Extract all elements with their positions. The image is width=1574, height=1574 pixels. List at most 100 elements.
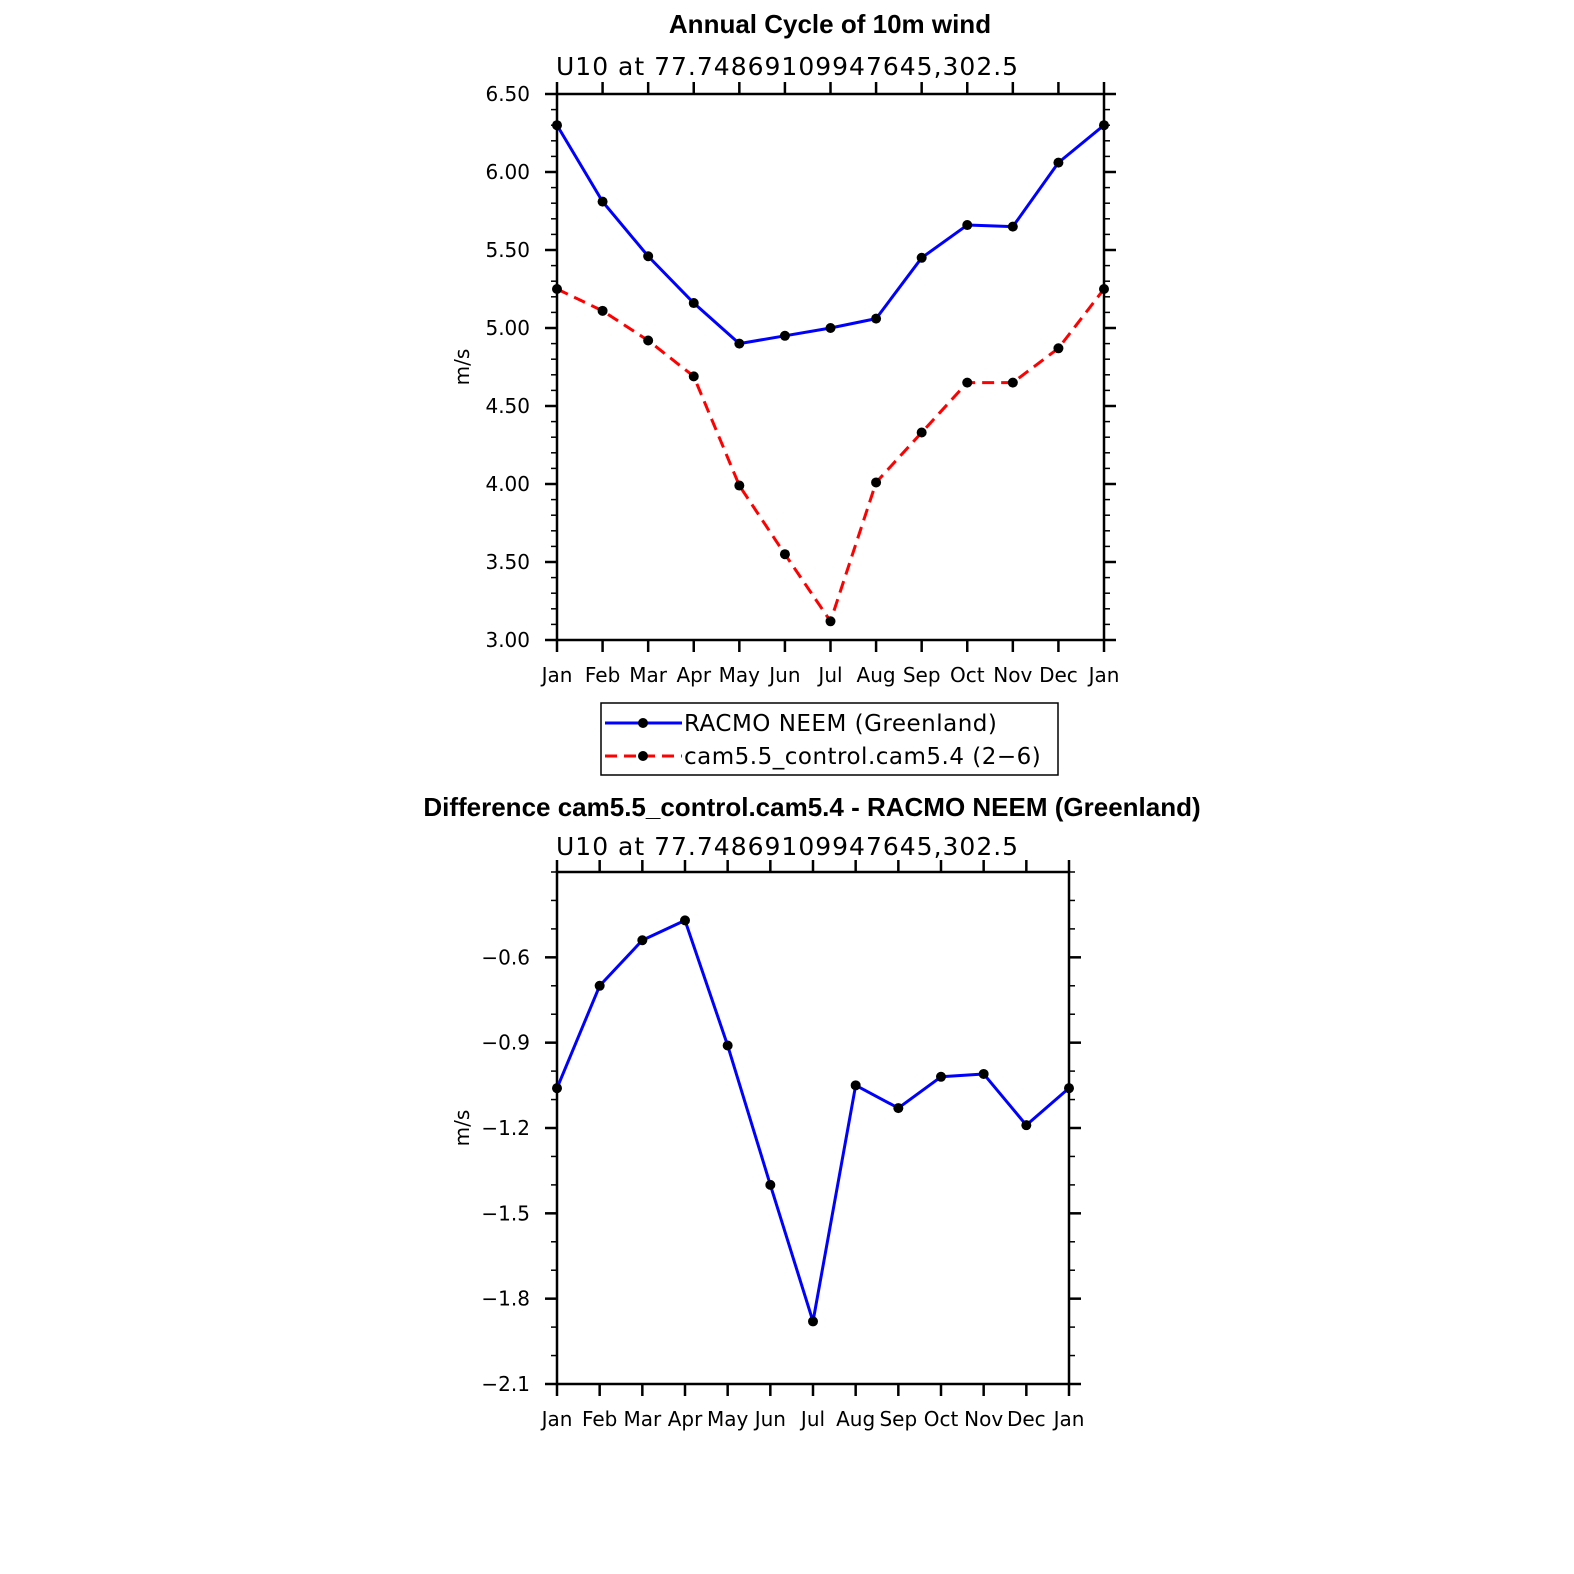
data-point (734, 480, 745, 491)
data-point (552, 120, 562, 131)
data-point (597, 305, 608, 316)
data-point (962, 377, 973, 388)
x-tick-label: Mar (629, 663, 668, 687)
x-tick-label: Jul (799, 1407, 825, 1431)
data-point (688, 371, 699, 382)
data-point (779, 330, 790, 341)
legend-label-cam: cam5.5_control.cam5.4 (2−6) (684, 744, 1041, 770)
annual-cycle-chart: Annual Cycle of 10m wind U10 at 77.74869… (450, 9, 1119, 687)
x-tick-label: Dec (1039, 663, 1078, 687)
legend-marker-cam (638, 751, 648, 761)
x-tick-label: Feb (582, 1407, 617, 1431)
chart-subtitle: U10 at 77.74869109947645,302.5 (556, 832, 1019, 861)
plot-frame (555, 92, 1106, 642)
y-tick-label: −0.6 (481, 945, 530, 969)
series-layer (552, 120, 1109, 627)
x-tick-label: Apr (668, 1407, 703, 1431)
y-tick-label: −1.2 (481, 1116, 530, 1140)
x-tick-label: Aug (836, 1407, 875, 1431)
x-tick-label: Mar (623, 1407, 662, 1431)
x-tick-label: Aug (857, 663, 896, 687)
y-tick-label: 6.50 (485, 82, 530, 106)
chart-title: Difference cam5.5_control.cam5.4 - RACMO… (423, 792, 1200, 822)
y-tick-label: −1.5 (481, 1201, 530, 1225)
data-point (1053, 343, 1064, 354)
x-tick-label: Jan (1087, 663, 1120, 687)
data-point (936, 1071, 946, 1082)
data-point (765, 1179, 776, 1190)
x-tick-label: Jan (540, 663, 573, 687)
y-tick-label: 5.00 (485, 316, 530, 340)
data-point (1064, 1083, 1074, 1094)
difference-chart: Difference cam5.5_control.cam5.4 - RACMO… (423, 792, 1200, 1431)
data-point (808, 1316, 818, 1327)
data-point (1021, 1120, 1032, 1131)
y-tick-label: −0.9 (481, 1031, 530, 1055)
data-point (552, 1083, 562, 1094)
x-tick-label: Dec (1007, 1407, 1046, 1431)
x-tick-label: Oct (950, 663, 985, 687)
x-tick-label: Jun (753, 1407, 786, 1431)
data-point (893, 1103, 904, 1114)
y-tick-label: 4.50 (485, 394, 530, 418)
series-line (555, 124, 1105, 346)
y-axis-label: m/s (450, 1110, 474, 1147)
data-point (643, 335, 654, 346)
chart-title: Annual Cycle of 10m wind (669, 9, 991, 39)
data-point (643, 251, 654, 262)
chart-subtitle: U10 at 77.74869109947645,302.5 (556, 52, 1019, 81)
series-layer (552, 915, 1074, 1327)
legend-box (600, 702, 1059, 776)
data-point (1053, 157, 1064, 168)
x-tick-label: Jul (816, 663, 842, 687)
data-point (688, 298, 699, 309)
x-tick-label: Nov (993, 663, 1032, 687)
data-point (978, 1068, 989, 1079)
series-line (555, 918, 1070, 1323)
data-point (962, 220, 973, 231)
x-tick-label: Jan (1052, 1407, 1085, 1431)
y-axis-label: m/s (450, 349, 474, 386)
legend-label-racmo: RACMO NEEM (Greenland) (684, 711, 997, 737)
y-tick-label: 3.00 (485, 628, 530, 652)
data-point (916, 252, 927, 263)
y-tick-label: −2.1 (481, 1372, 530, 1396)
axes: 3.00 3.50 4.00 4.50 5.00 5.50 6.00 6.50 Jan Feb Ma… (485, 82, 1119, 687)
y-tick-label: 4.00 (485, 472, 530, 496)
y-tick-label: −1.8 (481, 1287, 530, 1311)
data-point (552, 284, 562, 294)
x-tick-label: Oct (924, 1407, 959, 1431)
x-tick-label: Apr (676, 663, 711, 687)
data-point (637, 935, 648, 946)
data-point (825, 616, 836, 627)
y-tick-label: 5.50 (485, 238, 530, 262)
data-point (825, 323, 836, 333)
data-point (916, 427, 927, 438)
x-tick-label: Sep (903, 663, 941, 687)
x-tick-label: May (707, 1407, 749, 1431)
y-tick-label: 3.50 (485, 550, 530, 574)
x-tick-label: May (719, 663, 761, 687)
x-tick-label: Jan (540, 1407, 573, 1431)
y-tick-label: 6.00 (485, 160, 530, 184)
data-point (1099, 284, 1109, 294)
x-tick-label: Sep (879, 1407, 917, 1431)
data-point (850, 1080, 861, 1091)
data-point (871, 313, 882, 324)
data-point (1099, 120, 1109, 131)
data-point (1007, 221, 1018, 232)
data-point (779, 549, 790, 560)
series-line (556, 287, 1106, 623)
legend-marker-racmo (638, 718, 648, 728)
x-tick-label: Feb (585, 663, 620, 687)
x-tick-label: Jun (767, 663, 800, 687)
legend: RACMO NEEM (Greenland) cam5.5_control.ca… (600, 702, 1059, 776)
data-point (597, 196, 608, 207)
data-point (680, 915, 690, 926)
data-point (594, 980, 605, 991)
x-tick-label: Nov (964, 1407, 1003, 1431)
data-point (722, 1040, 733, 1051)
data-point (871, 477, 882, 488)
